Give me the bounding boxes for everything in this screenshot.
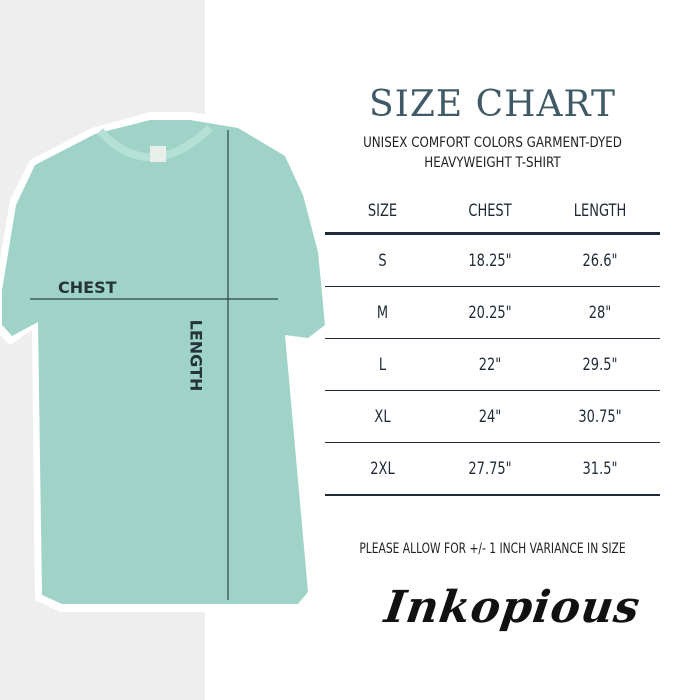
cell-length: 28" <box>588 302 612 323</box>
page-title: SIZE CHART <box>368 84 617 125</box>
cell-length: 30.75" <box>578 406 622 427</box>
subtitle-line: UNISEX COMFORT COLORS GARMENT-DYED <box>363 135 622 151</box>
cell-chest: 20.25" <box>468 302 512 323</box>
cell-length: 29.5" <box>582 354 618 375</box>
table-row: XL 24" 30.75" <box>325 391 660 443</box>
subtitle: UNISEX COMFORT COLORS GARMENT-DYED HEAVY… <box>337 133 647 173</box>
header-length: LENGTH <box>573 201 627 221</box>
cell-chest: 22" <box>478 354 502 375</box>
table-header: SIZE CHEST LENGTH <box>325 190 660 235</box>
header-chest: CHEST <box>468 201 512 221</box>
subtitle-line: HEAVYWEIGHT T-SHIRT <box>424 155 561 171</box>
shirt-tag <box>150 146 166 162</box>
cell-size: 2XL <box>370 458 395 479</box>
table-row: M 20.25" 28" <box>325 287 660 339</box>
tshirt-image <box>0 112 332 612</box>
variance-note: PLEASE ALLOW FOR +/- 1 INCH VARIANCE IN … <box>359 541 626 557</box>
header-size: SIZE <box>367 201 398 221</box>
table-row: L 22" 29.5" <box>325 339 660 391</box>
cell-size: L <box>378 354 387 375</box>
cell-length: 26.6" <box>582 250 618 271</box>
cell-size: S <box>378 250 387 271</box>
brand-logo: Inkopious <box>381 582 644 633</box>
cell-length: 31.5" <box>582 458 618 479</box>
cell-size: XL <box>374 406 391 427</box>
length-label: LENGTH <box>186 319 206 392</box>
size-table: SIZE CHEST LENGTH S 18.25" 26.6" M 20.25" 28… <box>325 190 660 496</box>
cell-chest: 27.75" <box>468 458 512 479</box>
table-row: S 18.25" 26.6" <box>325 235 660 287</box>
cell-chest: 18.25" <box>468 250 512 271</box>
chest-label: CHEST <box>58 278 117 297</box>
table-row: 2XL 27.75" 31.5" <box>325 443 660 496</box>
cell-chest: 24" <box>478 406 502 427</box>
cell-size: M <box>376 302 389 323</box>
